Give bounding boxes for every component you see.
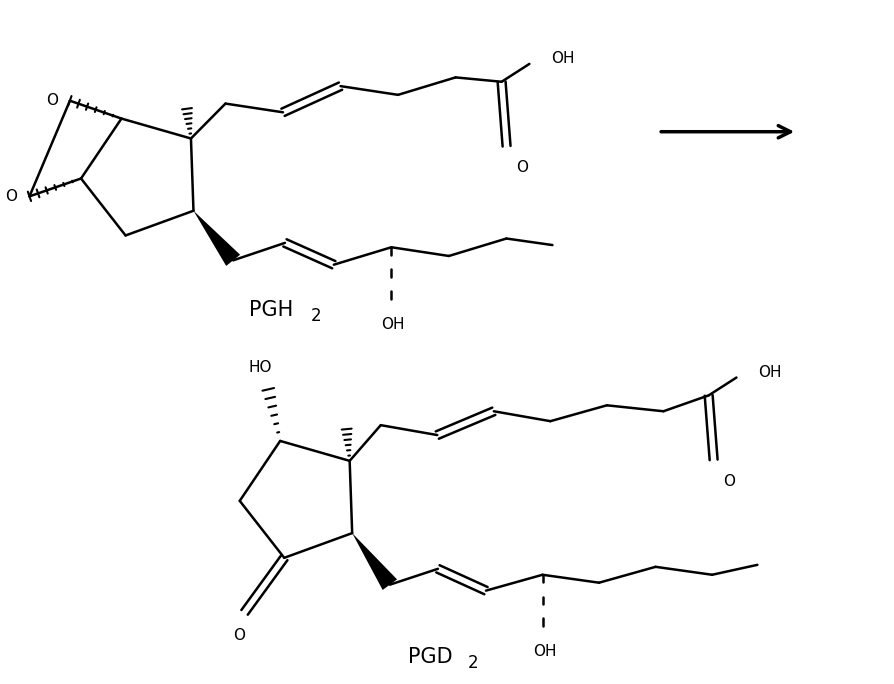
Text: 2: 2 [311,307,321,325]
Polygon shape [193,211,240,266]
Text: O: O [5,189,18,204]
Text: PGH: PGH [249,300,293,320]
Text: O: O [722,474,735,489]
Text: OH: OH [757,365,780,380]
Text: 2: 2 [468,655,478,672]
Text: HO: HO [249,360,272,376]
Text: O: O [46,93,58,108]
Text: O: O [233,629,245,643]
Text: OH: OH [532,644,556,659]
Text: OH: OH [551,51,574,66]
Polygon shape [351,533,397,590]
Text: O: O [516,160,527,175]
Text: PGD: PGD [408,648,452,668]
Text: OH: OH [381,317,405,332]
